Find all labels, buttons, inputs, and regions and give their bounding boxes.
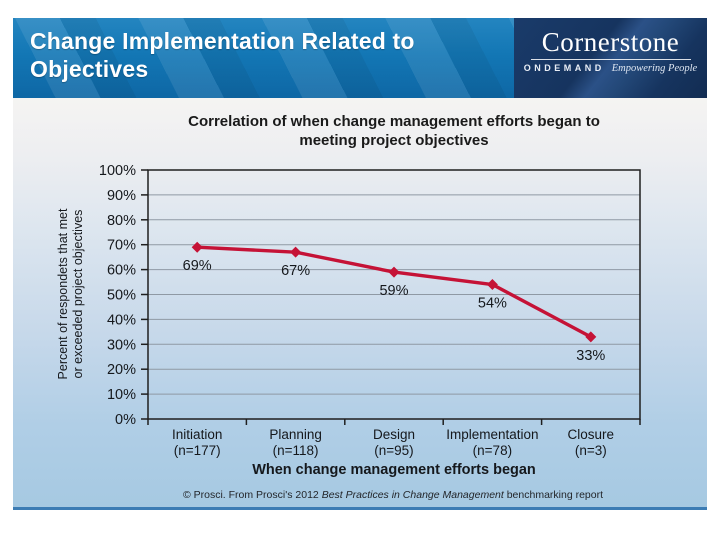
y-tick-label: 100% xyxy=(99,163,136,179)
data-point-marker xyxy=(486,279,498,291)
slide-header-band: Change Implementation Related to Objecti… xyxy=(13,18,707,98)
y-tick-label: 0% xyxy=(115,412,136,428)
logo-tagline-text: Empowering People xyxy=(611,63,698,74)
y-tick-label: 80% xyxy=(107,213,136,229)
page-title: Change Implementation Related to Objecti… xyxy=(30,28,415,82)
logo-subbrand-text: ONDEMAND xyxy=(523,63,605,73)
y-tick-label: 30% xyxy=(107,337,136,353)
data-point-label: 69% xyxy=(183,258,212,274)
x-category-label: Design (n=95) xyxy=(372,427,415,458)
y-tick-label: 10% xyxy=(107,387,136,403)
source-footnote: © Prosci. From Prosci's 2012 Best Practi… xyxy=(182,489,604,501)
logo-brand-text: Cornerstone xyxy=(541,27,680,57)
data-point-marker xyxy=(585,331,597,343)
data-point-label: 67% xyxy=(281,263,310,279)
y-tick-label: 50% xyxy=(107,288,136,304)
x-category-label: Planning (n=118) xyxy=(269,427,322,458)
line-chart: 0% 10% 20% 30% 40% 50% 60% 70% 80% 90% 100% 69% 67% 5… xyxy=(99,163,641,428)
data-point-marker xyxy=(388,266,400,278)
y-tick-label: 90% xyxy=(107,188,136,204)
x-category-label: Initiation (n=177) xyxy=(172,427,223,458)
data-point-label: 33% xyxy=(576,348,605,364)
cornerstone-logo: Cornerstone ONDEMAND Empowering People xyxy=(514,18,707,98)
chart-panel: Correlation of when change management ef… xyxy=(13,98,707,510)
logo-divider xyxy=(530,59,691,60)
data-point-marker xyxy=(191,241,203,253)
x-category-label: Closure (n=3) xyxy=(567,427,615,458)
y-tick-label: 60% xyxy=(107,263,136,279)
data-point-label: 54% xyxy=(478,296,507,312)
x-axis-title: When change management efforts began xyxy=(252,462,536,478)
chart-title: Correlation of when change management ef… xyxy=(188,113,600,149)
data-point-marker xyxy=(290,246,302,258)
y-tick-label: 20% xyxy=(107,362,136,378)
data-point-label: 59% xyxy=(379,283,408,299)
y-tick-label: 70% xyxy=(107,238,136,254)
y-tick-label: 40% xyxy=(107,312,136,328)
x-category-label: Implementation (n=78) xyxy=(446,427,539,458)
